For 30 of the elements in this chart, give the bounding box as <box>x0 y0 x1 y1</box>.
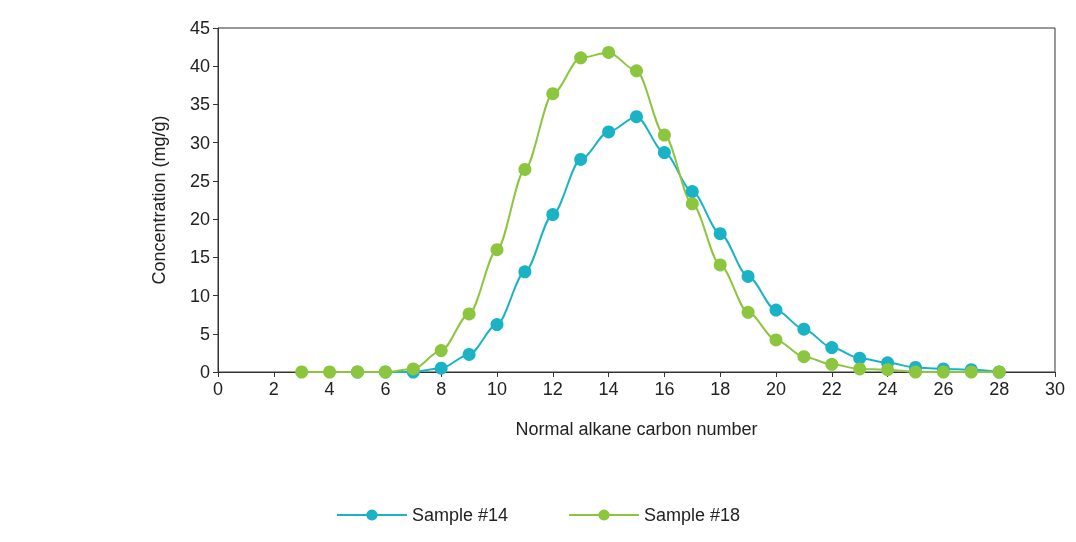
x-tick-label: 26 <box>933 379 954 399</box>
x-tick-label: 20 <box>765 379 787 399</box>
x-tick-label: 24 <box>877 379 898 399</box>
x-tick-label: 16 <box>654 379 675 399</box>
x-tick-label: 22 <box>821 379 842 399</box>
y-tick-label: 0 <box>199 362 210 382</box>
y-tick-label: 25 <box>189 170 210 191</box>
x-axis-title: Normal alkane carbon number <box>515 419 758 439</box>
x-tick-label: 12 <box>542 379 563 399</box>
x-tick-label: 14 <box>598 379 619 399</box>
x-tick-label: 10 <box>486 379 508 399</box>
y-tick-label: 20 <box>189 209 210 230</box>
y-axis-title: Concentration (mg/g) <box>149 115 169 285</box>
y-tick-label: 10 <box>189 285 210 306</box>
y-tick-label: 30 <box>189 132 210 153</box>
x-tick-label: 8 <box>436 379 447 399</box>
x-tick-label: 18 <box>710 379 731 399</box>
legend-label: Sample #14 <box>411 505 509 525</box>
y-tick-label: 5 <box>199 323 210 344</box>
x-tick-label: 28 <box>989 379 1010 399</box>
x-tick-label: 4 <box>324 379 335 399</box>
x-tick-label: 0 <box>212 379 224 399</box>
y-tick-label: 35 <box>189 94 210 115</box>
y-tick-label: 45 <box>189 18 210 38</box>
x-tick-label: 2 <box>268 379 279 399</box>
x-tick-label: 6 <box>380 379 391 399</box>
y-tick-label: 15 <box>189 247 210 268</box>
y-tick-label: 40 <box>189 56 210 77</box>
x-tick-label: 30 <box>1044 379 1065 399</box>
legend-label: Sample #18 <box>644 505 741 525</box>
